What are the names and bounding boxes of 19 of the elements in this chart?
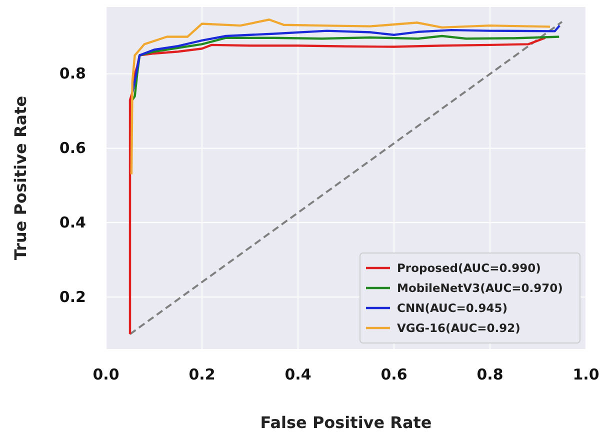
- x-tick-label: 0.4: [284, 366, 312, 384]
- x-tick-label: 0.2: [188, 366, 216, 384]
- legend-label: Proposed(AUC=0.990): [397, 261, 541, 275]
- line-series: [130, 18, 552, 176]
- y-tick-label: 0.6: [59, 139, 86, 158]
- x-tick-label: 1.0: [572, 366, 600, 384]
- legend-label: MobileNetV3(AUC=0.970): [397, 281, 563, 295]
- legend-label: VGG-16(AUC=0.92): [397, 321, 520, 335]
- x-tick-label: 0.6: [380, 366, 408, 384]
- legend-label: CNN(AUC=0.945): [397, 301, 508, 315]
- y-tick-label: 0.2: [59, 288, 86, 306]
- x-tick-label: 0.0: [92, 366, 120, 384]
- y-tick-label: 0.4: [59, 213, 86, 232]
- x-tick-label: 0.8: [476, 366, 504, 384]
- y-tick-label: 0.8: [59, 64, 86, 83]
- x-axis-title: False Positive Rate: [260, 413, 432, 432]
- line-series: [131, 24, 561, 94]
- line-series: [131, 34, 560, 102]
- y-axis-title: True Positive Rate: [11, 96, 30, 260]
